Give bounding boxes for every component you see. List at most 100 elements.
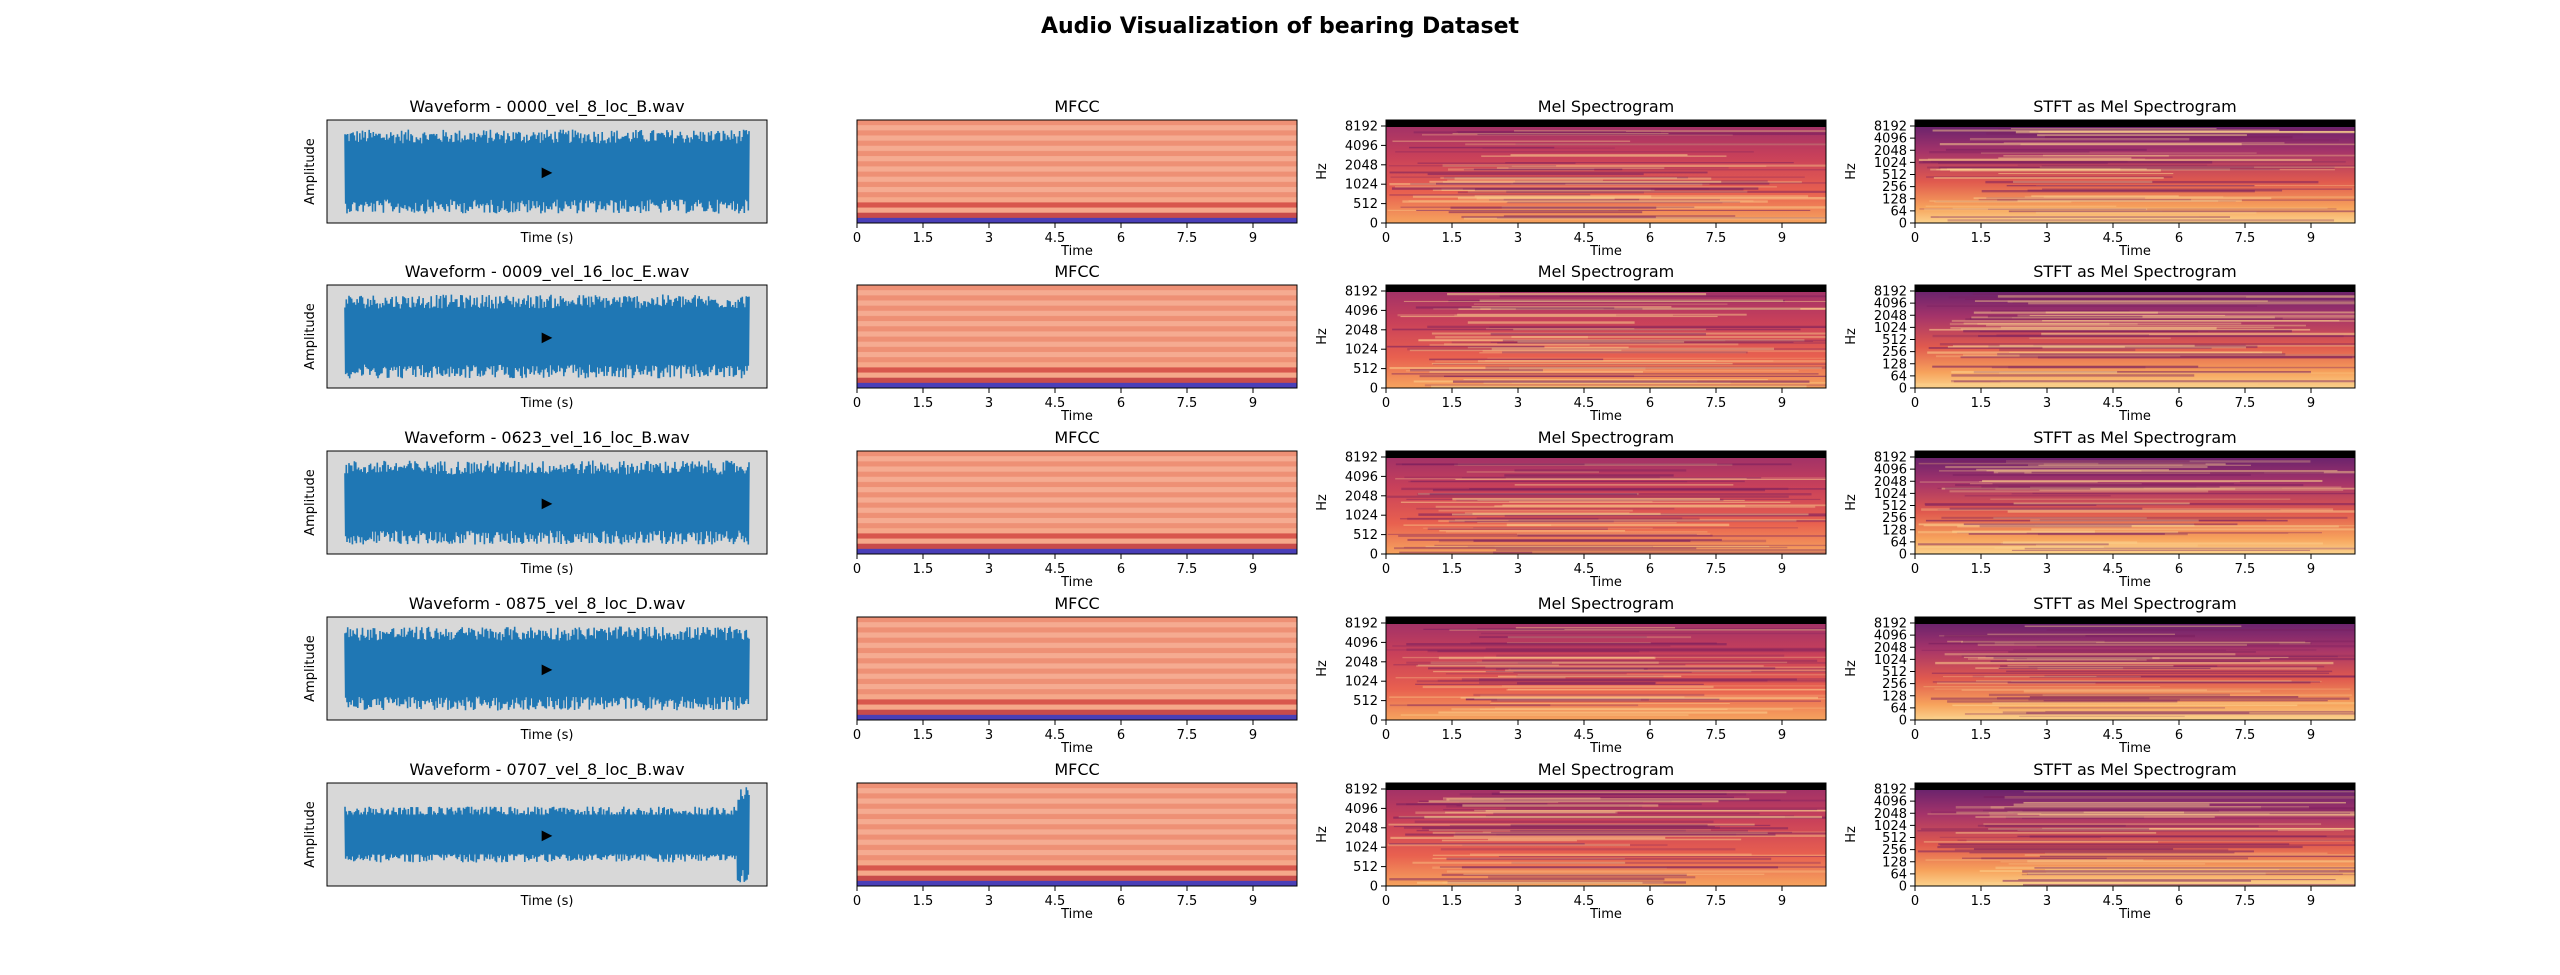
mfcc-band <box>857 372 1297 379</box>
mel-streak <box>1387 345 1545 348</box>
mfcc-band <box>857 678 1297 685</box>
mfcc-band <box>857 331 1297 337</box>
stft-frame <box>1914 782 2356 887</box>
stft-streak <box>2031 471 2324 474</box>
mel-streak <box>1414 820 1714 823</box>
stft-streak <box>1964 494 2111 497</box>
stft-streak <box>2022 817 2355 820</box>
stft-streak <box>1979 525 2132 528</box>
mel-streak <box>1459 793 1747 796</box>
stft-streak <box>1979 481 2240 483</box>
stft-streak <box>1988 208 2146 211</box>
mel-streak <box>1464 520 1826 523</box>
mfcc-xtick-label: 6 <box>1117 396 1125 411</box>
stft-streak <box>2036 645 2355 648</box>
stft-top-band <box>1915 617 2355 624</box>
mel-streak <box>1457 313 1747 316</box>
stft-streak <box>1929 200 2219 202</box>
stft-streak <box>1963 329 2292 333</box>
mel-streak <box>1510 829 1749 833</box>
mfcc-xtick-label: 3 <box>985 396 993 411</box>
stft-streak <box>1983 823 2322 825</box>
mel-streak <box>1517 534 1713 537</box>
mfcc-band <box>857 492 1297 498</box>
stft-streak <box>1949 490 2209 493</box>
mel-streak <box>1394 547 1697 550</box>
stft-ytick-label: 256 <box>1882 843 1907 858</box>
stft-streak <box>1974 300 2268 302</box>
mel-streak <box>1387 843 1631 847</box>
mel-streak <box>1477 360 1826 363</box>
stft-streak <box>2023 791 2355 793</box>
stft-streak <box>1977 643 2247 646</box>
mel-streak <box>1417 664 1559 666</box>
mel-subplot: Mel Spectrogram 0 512 1024 2048 4096 8192 Hz 0 1.… <box>1315 428 1827 590</box>
mel-streak <box>1427 325 1826 328</box>
stft-streak <box>2029 314 2226 316</box>
stft-streak <box>2017 835 2327 837</box>
mel-streak <box>1490 307 1643 310</box>
mel-streak <box>1427 527 1608 530</box>
mel-title: Mel Spectrogram <box>1538 97 1675 116</box>
stft-streak <box>1985 180 2319 184</box>
stft-streak <box>1947 346 2125 348</box>
mel-streak <box>1435 505 1816 508</box>
mfcc-band <box>857 668 1297 675</box>
mfcc-band <box>857 663 1297 669</box>
mel-ytick-label: 512 <box>1353 528 1378 543</box>
stft-streak <box>1921 828 2150 831</box>
stft-streak <box>1934 201 2072 203</box>
mel-ytick-label: 1024 <box>1345 509 1378 524</box>
stft-streak <box>1931 672 2330 674</box>
stft-streak <box>2007 665 2174 667</box>
stft-streak <box>1925 519 2288 522</box>
stft-streak <box>1925 859 2144 861</box>
mel-streak <box>1452 133 1669 135</box>
stft-ylabel: Hz <box>1844 494 1859 511</box>
mfcc-band <box>857 653 1297 659</box>
stft-frame <box>1914 119 2356 224</box>
mel-streak <box>1443 375 1826 377</box>
stft-streak <box>2028 698 2180 701</box>
mel-streak <box>1430 661 1659 664</box>
stft-streak <box>1960 328 2217 330</box>
stft-xtick-label: 9 <box>2307 894 2315 909</box>
waveform-subplot: ▶ Waveform - 0000_vel_8_loc_B.wav Time (s)… <box>303 97 768 246</box>
mel-streak <box>1392 140 1631 142</box>
mel-streak <box>1505 807 1826 810</box>
mel-xtick-label: 0 <box>1382 231 1390 246</box>
mel-xtick-label: 3 <box>1514 231 1522 246</box>
stft-streak <box>1961 640 2306 644</box>
stft-streak <box>1955 831 2157 834</box>
stft-streak <box>1917 850 2254 853</box>
mfcc-xtick-label: 1.5 <box>913 396 934 411</box>
stft-streak <box>1986 197 2146 199</box>
mel-xtick-label: 7.5 <box>1706 231 1727 246</box>
mel-streak <box>1507 201 1741 203</box>
mel-streak <box>1472 512 1661 515</box>
mel-streak <box>1395 151 1754 153</box>
mfcc-subplot: MFCC 0 1.5 3 4.5 6 7.5 9 Time <box>853 594 1298 756</box>
stft-streak <box>2037 356 2353 359</box>
stft-streak <box>1961 654 2355 658</box>
mel-streak <box>1437 650 1640 653</box>
mel-streak <box>1428 667 1776 670</box>
mel-streak <box>1479 708 1728 710</box>
mfcc-xtick-label: 6 <box>1117 728 1125 743</box>
stft-streak <box>2007 510 2355 513</box>
stft-streak <box>1947 640 2105 643</box>
mel-streak <box>1395 677 1566 679</box>
stft-ylabel: Hz <box>1844 163 1859 180</box>
mel-streak <box>1453 834 1826 837</box>
mel-streak <box>1514 469 1687 472</box>
mfcc-xtick-label: 0 <box>853 231 861 246</box>
mfcc-xtick-label: 7.5 <box>1177 231 1198 246</box>
stft-streak <box>2035 544 2198 547</box>
stft-streak <box>1988 693 2230 697</box>
stft-streak <box>2011 549 2311 551</box>
mfcc-band <box>857 321 1297 327</box>
mel-xtick-label: 0 <box>1382 894 1390 909</box>
mel-ytick-label: 4096 <box>1345 802 1378 817</box>
mel-streak <box>1477 521 1677 524</box>
mfcc-band <box>857 622 1297 628</box>
